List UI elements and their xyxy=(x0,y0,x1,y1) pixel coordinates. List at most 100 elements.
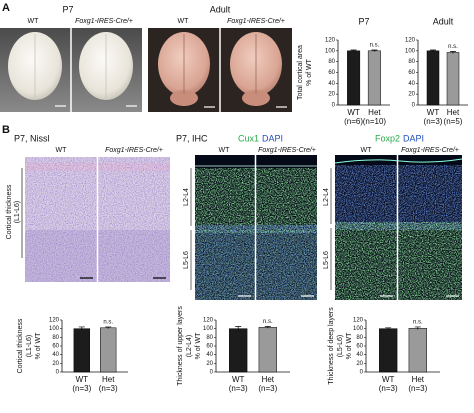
genotype-label: Foxg1-IRES-Cre/+ xyxy=(227,18,285,25)
genotype-label: Foxg1-IRES-Cre/+ xyxy=(401,147,459,154)
foxp2-images xyxy=(330,155,463,300)
genotype-label: Foxg1-IRES-Cre/+ xyxy=(105,147,163,154)
bar xyxy=(73,328,90,373)
y-tick-label: 60 xyxy=(206,344,213,350)
error-bar xyxy=(235,326,242,331)
genotype-label: Foxg1-IRES-Cre/+ xyxy=(75,18,133,25)
sample-size: (n=3) xyxy=(424,117,443,126)
error-bar xyxy=(264,326,271,329)
genotype-label: WT xyxy=(361,147,373,154)
sample-size: (n=6) xyxy=(344,117,363,126)
y-tick-label: 120 xyxy=(49,318,60,324)
y-tick-label: 80 xyxy=(206,335,213,341)
adult-brain-photos xyxy=(148,28,292,112)
x-tick-label: Het xyxy=(262,375,275,384)
panel-label: A xyxy=(2,2,10,14)
y-axis-label: Total cortical area xyxy=(297,45,304,100)
cux1-images xyxy=(190,155,317,300)
y-tick-label: 80 xyxy=(328,59,335,65)
y-tick-label: 40 xyxy=(328,81,335,87)
layer-label: L5-L6 xyxy=(323,251,330,269)
panel-title: P7, IHC xyxy=(176,133,208,143)
bar xyxy=(379,328,398,373)
y-tick-label: 0 xyxy=(56,370,60,376)
sample-size: (n=3) xyxy=(229,384,248,393)
y-tick-label: 100 xyxy=(405,48,416,54)
x-tick-label: Het xyxy=(102,375,115,384)
x-tick-label: WT xyxy=(382,375,395,384)
layer-label: L2-L4 xyxy=(323,188,330,206)
x-tick-label: WT xyxy=(232,375,245,384)
panel-title: P7, Nissl xyxy=(14,133,50,143)
y-tick-label: 20 xyxy=(356,361,363,367)
stain-label: DAPI xyxy=(262,133,283,143)
sample-size: (n=5) xyxy=(444,117,463,126)
panel-title: P7 xyxy=(62,4,73,14)
sample-size: (n=10) xyxy=(363,117,387,126)
y-tick-label: 60 xyxy=(356,344,363,350)
layer-label: L2-L4 xyxy=(183,188,190,206)
genotype-label: WT xyxy=(56,147,68,154)
sample-size: (n=3) xyxy=(408,384,427,393)
error-bar xyxy=(430,49,436,52)
layer-label: L5-L6 xyxy=(183,251,190,269)
y-tick-label: 100 xyxy=(353,326,364,332)
y-tick-label: 0 xyxy=(210,370,214,376)
significance: n.s. xyxy=(448,44,458,50)
y-tick-label: 80 xyxy=(52,335,59,341)
x-tick-label: WT xyxy=(427,108,440,117)
error-bar xyxy=(350,49,357,52)
nissl-images xyxy=(21,157,170,282)
y-tick-label: 60 xyxy=(52,344,59,350)
y-tick-label: 120 xyxy=(325,38,336,44)
y-tick-label: 80 xyxy=(356,335,363,341)
y-tick-label: 20 xyxy=(52,361,59,367)
error-bar xyxy=(371,49,378,52)
x-tick-label: WT xyxy=(76,375,89,384)
y-tick-label: 120 xyxy=(353,318,364,324)
y-tick-label: 40 xyxy=(356,352,363,358)
significance: n.s. xyxy=(413,320,423,326)
x-tick-label: WT xyxy=(347,108,360,117)
y-axis-label: % of WT xyxy=(195,332,202,360)
y-tick-label: 20 xyxy=(408,92,415,98)
significance: n.s. xyxy=(103,320,113,326)
bar xyxy=(446,52,460,106)
y-tick-label: 120 xyxy=(405,38,416,44)
p7-brain-photos xyxy=(0,28,142,112)
sample-size: (n=3) xyxy=(258,384,277,393)
bar xyxy=(408,327,427,373)
y-tick-label: 100 xyxy=(203,326,214,332)
sample-size: (n=3) xyxy=(72,384,91,393)
y-axis-label: % of WT xyxy=(35,332,42,360)
significance: n.s. xyxy=(263,319,273,325)
y-axis-label: % of WT xyxy=(306,58,313,86)
error-bar xyxy=(385,327,392,330)
y-tick-label: 0 xyxy=(332,103,336,109)
y-tick-label: 20 xyxy=(328,92,335,98)
error-bar xyxy=(78,326,85,331)
chart-title: Adult xyxy=(433,16,454,26)
y-tick-label: 40 xyxy=(408,81,415,87)
panel-label: B xyxy=(2,124,10,136)
bar xyxy=(367,50,381,106)
y-axis-label: (L2-L4) xyxy=(186,335,193,358)
x-tick-label: Het xyxy=(368,108,381,117)
y-tick-label: 40 xyxy=(52,352,59,358)
bar xyxy=(347,50,361,106)
axis-label: (L1-L6) xyxy=(14,201,21,224)
marker-label: Foxp2 xyxy=(375,133,400,143)
y-axis-label: % of WT xyxy=(346,332,353,360)
y-tick-label: 0 xyxy=(412,103,416,109)
error-bar xyxy=(450,51,456,54)
y-tick-label: 0 xyxy=(360,370,364,376)
bar xyxy=(258,327,277,373)
y-axis-label: (L1-L6) xyxy=(26,335,33,358)
chart-title: P7 xyxy=(358,16,369,26)
panel-title: Adult xyxy=(210,4,231,14)
marker-label: Cux1 xyxy=(238,133,259,143)
error-bar xyxy=(105,326,112,329)
genotype-label: WT xyxy=(178,18,190,25)
y-tick-label: 100 xyxy=(325,48,336,54)
